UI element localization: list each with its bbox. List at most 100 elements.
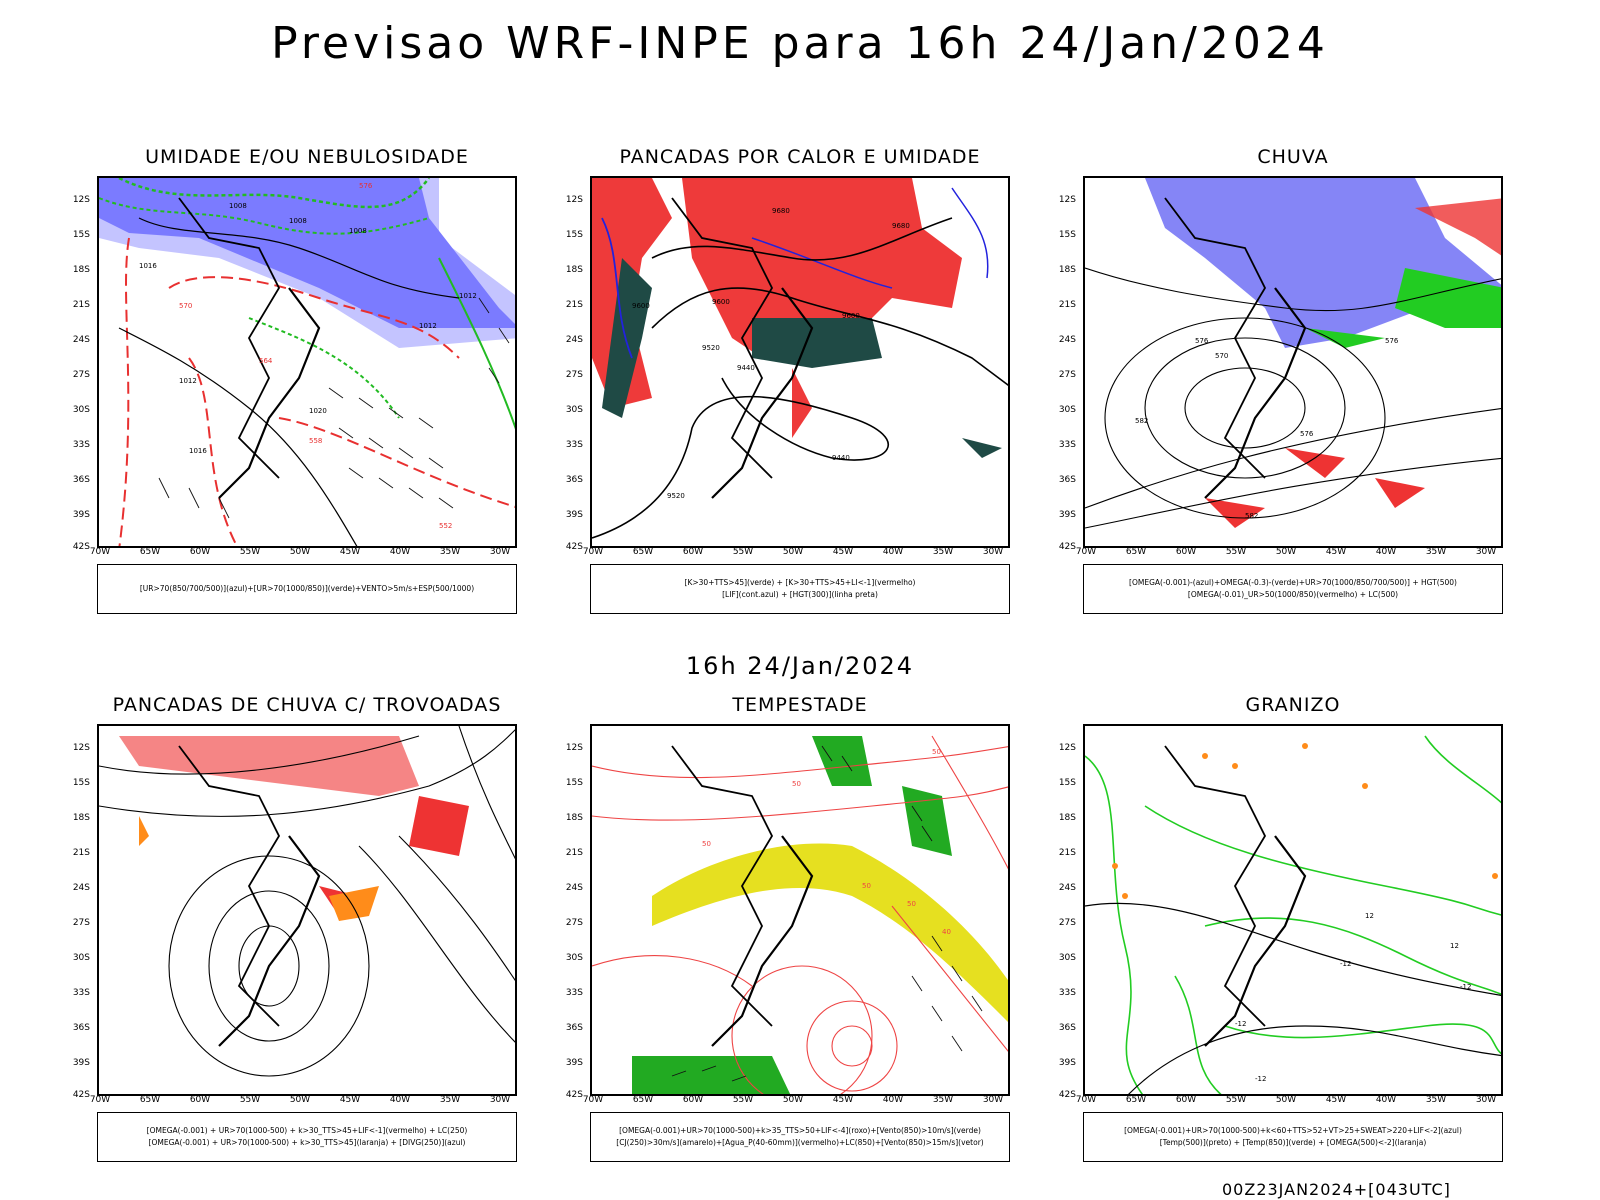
lat-label: 27S bbox=[1058, 918, 1076, 928]
lat-label: 39S bbox=[1058, 510, 1076, 520]
contour-label: 9680 bbox=[892, 222, 910, 230]
lat-label: 30S bbox=[72, 405, 90, 415]
lat-label: 18S bbox=[1058, 265, 1076, 275]
map-graphic bbox=[99, 726, 515, 1077]
contour-label: 1012 bbox=[179, 377, 197, 385]
lat-label: 15S bbox=[72, 778, 90, 788]
contour-label: 9520 bbox=[702, 344, 720, 352]
lon-label: 60W bbox=[1175, 547, 1197, 557]
lon-label: 60W bbox=[189, 547, 211, 557]
lon-label: 60W bbox=[682, 1095, 704, 1105]
country-border bbox=[178, 745, 281, 1027]
lon-label: 65W bbox=[632, 547, 654, 557]
valid-time-title: 16h 24/Jan/2024 bbox=[685, 652, 915, 680]
lat-label: 42S bbox=[72, 542, 90, 552]
thunderstorm-orange-area bbox=[329, 886, 379, 921]
page-title: Previsao WRF-INPE para 16h 24/Jan/2024 bbox=[271, 18, 1329, 69]
contour-label: 9440 bbox=[832, 454, 850, 462]
legend-line: [CJ(250)>30m/s](amarelo)+[Agua_P(40-60mm… bbox=[616, 1138, 984, 1147]
lon-label: 65W bbox=[139, 547, 161, 557]
lat-label: 33S bbox=[72, 440, 90, 450]
contour-labels: 9680 9680 9600 9600 9520 9440 9440 9520 … bbox=[632, 207, 910, 500]
lon-label: 45W bbox=[339, 547, 361, 557]
lon-label: 45W bbox=[832, 1095, 854, 1105]
lat-label: 15S bbox=[565, 230, 583, 240]
map-graphic: 576 576 570 582 582 576 bbox=[1085, 178, 1501, 529]
lon-label: 45W bbox=[339, 1095, 361, 1105]
contour-label: -12 bbox=[1235, 1020, 1246, 1028]
instability-green-area bbox=[962, 438, 1002, 458]
lat-label: 33S bbox=[1058, 988, 1076, 998]
lon-label: 60W bbox=[1175, 1095, 1197, 1105]
panel-title: CHUVA bbox=[1257, 146, 1329, 168]
lon-label: 65W bbox=[1125, 547, 1147, 557]
contour-label: 9440 bbox=[737, 364, 755, 372]
map-umidade: 1008 1008 1008 1016 1012 1012 1012 1016 … bbox=[97, 176, 517, 548]
map-granizo: -12 -12 12 12 -12 -12 bbox=[1083, 724, 1503, 1096]
lon-label: 30W bbox=[1475, 1095, 1497, 1105]
jet-stream-area bbox=[652, 843, 1008, 1023]
legend: [OMEGA(-0.001)-(azul)+OMEGA(-0.3)-(verde… bbox=[1083, 564, 1503, 614]
lat-label: 33S bbox=[565, 988, 583, 998]
pressure-isobar bbox=[118, 327, 358, 546]
contour-label: -12 bbox=[1340, 960, 1351, 968]
coastline bbox=[711, 287, 814, 499]
panel-title: UMIDADE E/OU NEBULOSIDADE bbox=[145, 146, 469, 168]
lon-label: 50W bbox=[1275, 547, 1297, 557]
lon-label: 35W bbox=[932, 547, 954, 557]
contour-label: 9680 bbox=[772, 207, 790, 215]
map-graphic: -12 -12 12 12 -12 -12 bbox=[1085, 735, 1501, 1094]
lat-label: 12S bbox=[565, 743, 583, 753]
contour-label: 50 bbox=[907, 900, 916, 908]
lat-label: 36S bbox=[565, 475, 583, 485]
legend: [OMEGA(-0.001) + UR>70(1000-500) + k>30_… bbox=[97, 1112, 517, 1162]
thunderstorm-orange-area bbox=[139, 816, 149, 846]
lat-label: 42S bbox=[1058, 542, 1076, 552]
streamlines bbox=[1085, 267, 1501, 529]
lon-label: 55W bbox=[1225, 547, 1247, 557]
lon-label: 55W bbox=[732, 547, 754, 557]
panel-tempestade: TEMPESTADE bbox=[565, 694, 1035, 1164]
lat-label: 12S bbox=[1058, 195, 1076, 205]
lon-label: 35W bbox=[439, 1095, 461, 1105]
country-border bbox=[671, 745, 774, 1027]
lat-label: 12S bbox=[72, 195, 90, 205]
contour-label: 1008 bbox=[229, 202, 247, 210]
lat-label: 24S bbox=[565, 335, 583, 345]
map-trovoadas bbox=[97, 724, 517, 1096]
lat-label: 24S bbox=[72, 883, 90, 893]
lat-label: 12S bbox=[565, 195, 583, 205]
lon-label: 30W bbox=[982, 1095, 1004, 1105]
contour-label: 552 bbox=[439, 522, 452, 530]
country-border bbox=[671, 197, 774, 479]
lat-label: 39S bbox=[565, 510, 583, 520]
lat-label: 24S bbox=[1058, 335, 1076, 345]
instability-green-area bbox=[752, 318, 882, 368]
country-border bbox=[178, 197, 281, 479]
lat-label: 18S bbox=[72, 265, 90, 275]
omega-green-area bbox=[1395, 268, 1501, 328]
lon-label: 35W bbox=[1425, 1095, 1447, 1105]
instability-red-area bbox=[682, 178, 962, 358]
lat-label: 12S bbox=[1058, 743, 1076, 753]
thunderstorm-red-area bbox=[119, 736, 419, 796]
legend-line: [OMEGA(-0.001) + UR>70(1000-500) + k>30_… bbox=[146, 1126, 468, 1135]
lat-label: 30S bbox=[565, 953, 583, 963]
contour-label: 1020 bbox=[309, 407, 327, 415]
lat-label: 39S bbox=[1058, 1058, 1076, 1068]
contour-label: 1012 bbox=[459, 292, 477, 300]
lat-label: 36S bbox=[72, 475, 90, 485]
hgt-contour bbox=[651, 217, 953, 261]
panel-umidade: UMIDADE E/OU NEBULOSIDADE bbox=[72, 146, 542, 616]
lat-label: 36S bbox=[565, 1023, 583, 1033]
streamlines bbox=[99, 726, 515, 1077]
map-pancadas-calor: 9680 9680 9600 9600 9520 9440 9440 9520 … bbox=[590, 176, 1010, 548]
lon-label: 55W bbox=[1225, 1095, 1247, 1105]
panel-title: GRANIZO bbox=[1245, 694, 1341, 716]
rain-red-area bbox=[1285, 448, 1345, 478]
coastline bbox=[1204, 287, 1307, 499]
lat-label: 27S bbox=[565, 370, 583, 380]
legend-line: [K>30+TTS>45](verde) + [K>30+TTS>45+LI<-… bbox=[684, 578, 916, 587]
lon-label: 30W bbox=[489, 547, 511, 557]
contour-label: 1012 bbox=[419, 322, 437, 330]
